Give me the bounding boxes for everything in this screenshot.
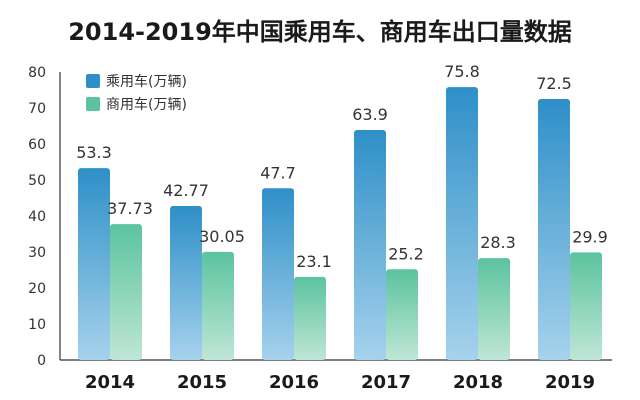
data-label-passenger-2014: 53.3 xyxy=(76,143,112,162)
y-tick-label: 50 xyxy=(28,173,46,189)
y-tick-label: 80 xyxy=(28,65,46,81)
bar-commercial-2017 xyxy=(386,269,418,360)
x-axis-ticks: 2014 2015 2016 2017 2018 2019 xyxy=(85,372,595,393)
y-tick-label: 10 xyxy=(28,317,46,333)
x-tick-label: 2019 xyxy=(545,372,595,393)
data-label-passenger-2016: 47.7 xyxy=(260,163,296,182)
data-label-commercial-2015: 30.05 xyxy=(199,227,245,246)
y-tick-label: 40 xyxy=(28,209,46,225)
y-tick-label: 30 xyxy=(28,245,46,261)
data-labels: 53.3 37.73 42.77 30.05 47.7 23.1 63.9 25.2 75.8 2… xyxy=(76,62,608,271)
data-label-commercial-2019: 29.9 xyxy=(572,227,608,246)
data-label-commercial-2016: 23.1 xyxy=(296,252,332,271)
data-label-commercial-2014: 37.73 xyxy=(107,199,153,218)
bar-commercial-2019 xyxy=(570,252,602,360)
bar-commercial-2015 xyxy=(202,251,234,360)
y-tick-label: 70 xyxy=(28,101,46,117)
y-axis-ticks: 0 10 20 30 40 50 60 70 80 xyxy=(28,65,46,369)
legend: 乘用车(万辆) 商用车(万辆) xyxy=(86,73,187,113)
x-tick-label: 2014 xyxy=(85,372,135,393)
legend-label-commercial: 商用车(万辆) xyxy=(106,96,187,113)
y-tick-label: 20 xyxy=(28,281,46,297)
x-tick-label: 2015 xyxy=(177,372,227,393)
legend-swatch-passenger xyxy=(86,74,100,88)
chart-title: 2014-2019年中国乘用车、商用车出口量数据 xyxy=(68,18,572,46)
bar-passenger-2019 xyxy=(538,99,570,360)
bar-passenger-2018 xyxy=(446,87,478,361)
bars xyxy=(78,87,602,361)
bar-passenger-2016 xyxy=(262,188,294,360)
x-tick-label: 2017 xyxy=(361,372,411,393)
x-tick-label: 2016 xyxy=(269,372,319,393)
data-label-passenger-2018: 75.8 xyxy=(444,62,480,81)
bar-passenger-2015 xyxy=(170,206,202,360)
data-label-commercial-2017: 25.2 xyxy=(388,244,424,263)
legend-swatch-commercial xyxy=(86,97,100,111)
bar-commercial-2014 xyxy=(110,224,142,360)
x-tick-label: 2018 xyxy=(453,372,503,393)
data-label-passenger-2019: 72.5 xyxy=(536,74,572,93)
bar-passenger-2014 xyxy=(78,168,110,360)
bar-commercial-2018 xyxy=(478,258,510,360)
bar-commercial-2016 xyxy=(294,276,326,360)
bar-passenger-2017 xyxy=(354,129,386,360)
y-tick-label: 60 xyxy=(28,137,46,153)
y-tick-label: 0 xyxy=(37,353,46,369)
data-label-passenger-2015: 42.77 xyxy=(163,181,209,200)
data-label-passenger-2017: 63.9 xyxy=(352,105,388,124)
legend-label-passenger: 乘用车(万辆) xyxy=(106,73,187,90)
data-label-commercial-2018: 28.3 xyxy=(480,233,516,252)
